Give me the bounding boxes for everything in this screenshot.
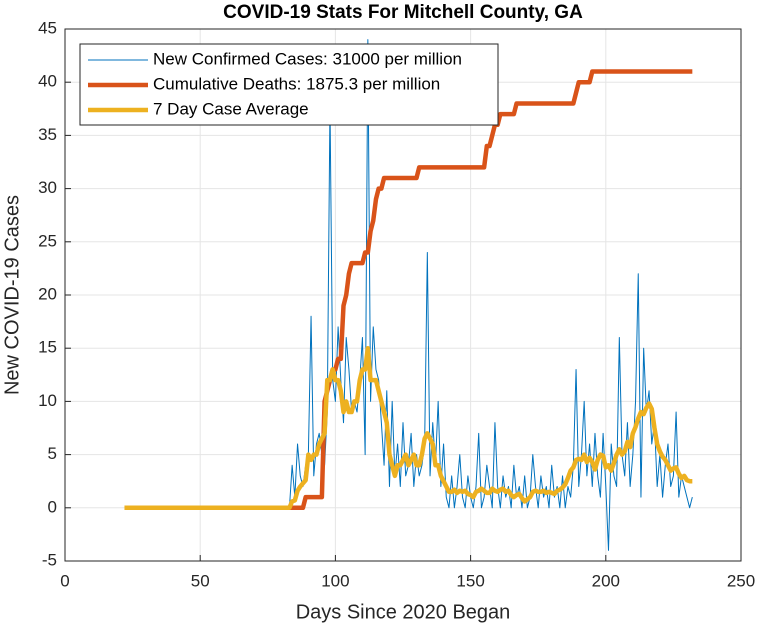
- x-tick-label: 250: [727, 571, 755, 590]
- legend-label: New Confirmed Cases: 31000 per million: [153, 49, 462, 68]
- legend-label: 7 Day Case Average: [153, 99, 309, 118]
- y-tick-label: -5: [42, 550, 57, 569]
- legend-label: Cumulative Deaths: 1875.3 per million: [153, 74, 440, 93]
- x-axis-label: Days Since 2020 Began: [296, 601, 511, 623]
- y-tick-label: 15: [38, 338, 57, 357]
- y-tick-label: 45: [38, 18, 57, 37]
- y-tick-label: 20: [38, 284, 57, 303]
- chart-title: COVID-19 Stats For Mitchell County, GA: [223, 2, 583, 23]
- y-tick-label: 30: [38, 178, 57, 197]
- x-tick-label: 150: [456, 571, 484, 590]
- y-axis-label: New COVID-19 Cases: [1, 195, 23, 395]
- data-line: [124, 345, 693, 511]
- legend-box: [79, 43, 499, 126]
- legend: New Confirmed Cases: 31000 per million Cu…: [79, 43, 499, 126]
- x-tick-label: 200: [592, 571, 620, 590]
- y-tick-label: 25: [38, 231, 57, 250]
- x-tick-label: 0: [60, 571, 69, 590]
- y-tick-label: 35: [38, 125, 57, 144]
- axes-box: [64, 28, 742, 562]
- y-tick-label: 10: [38, 391, 57, 410]
- y-tick-label: 5: [48, 444, 57, 463]
- y-tick-label: 0: [48, 497, 57, 516]
- x-tick-label: 50: [191, 571, 210, 590]
- y-tick-label: 40: [38, 72, 57, 91]
- x-tick-label: 100: [321, 571, 349, 590]
